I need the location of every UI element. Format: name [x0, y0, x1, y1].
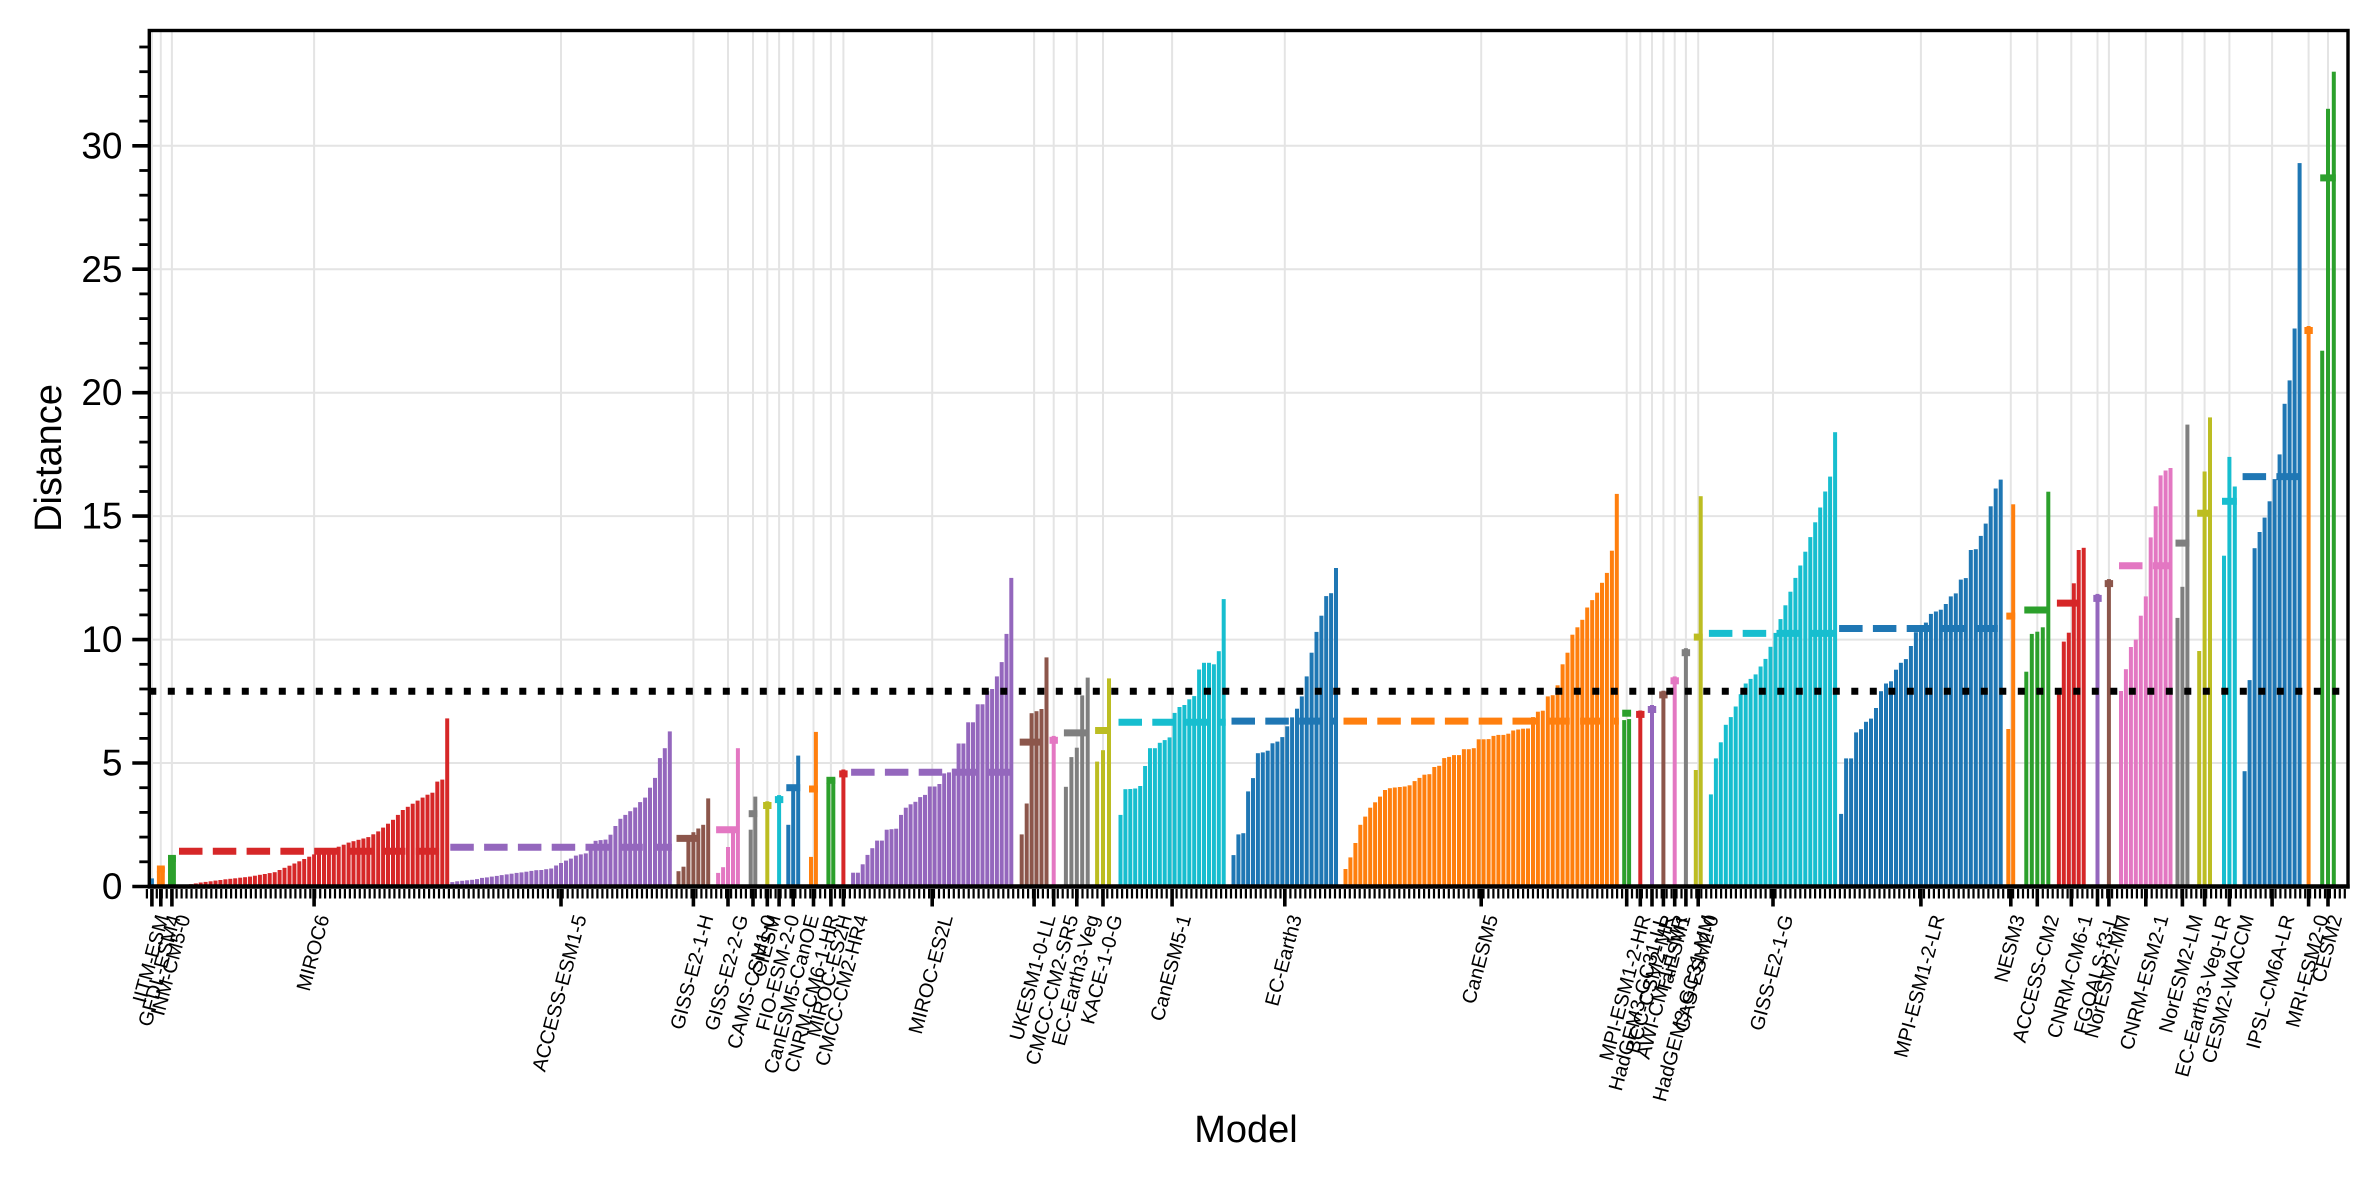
svg-text:Distance: Distance	[28, 384, 70, 532]
svg-text:10: 10	[81, 619, 122, 660]
svg-text:Model: Model	[1194, 1109, 1298, 1151]
svg-text:20: 20	[81, 372, 122, 413]
svg-text:0: 0	[102, 866, 123, 907]
svg-text:30: 30	[81, 125, 122, 166]
svg-text:25: 25	[81, 249, 122, 290]
svg-text:15: 15	[81, 496, 122, 537]
svg-text:5: 5	[102, 743, 123, 784]
